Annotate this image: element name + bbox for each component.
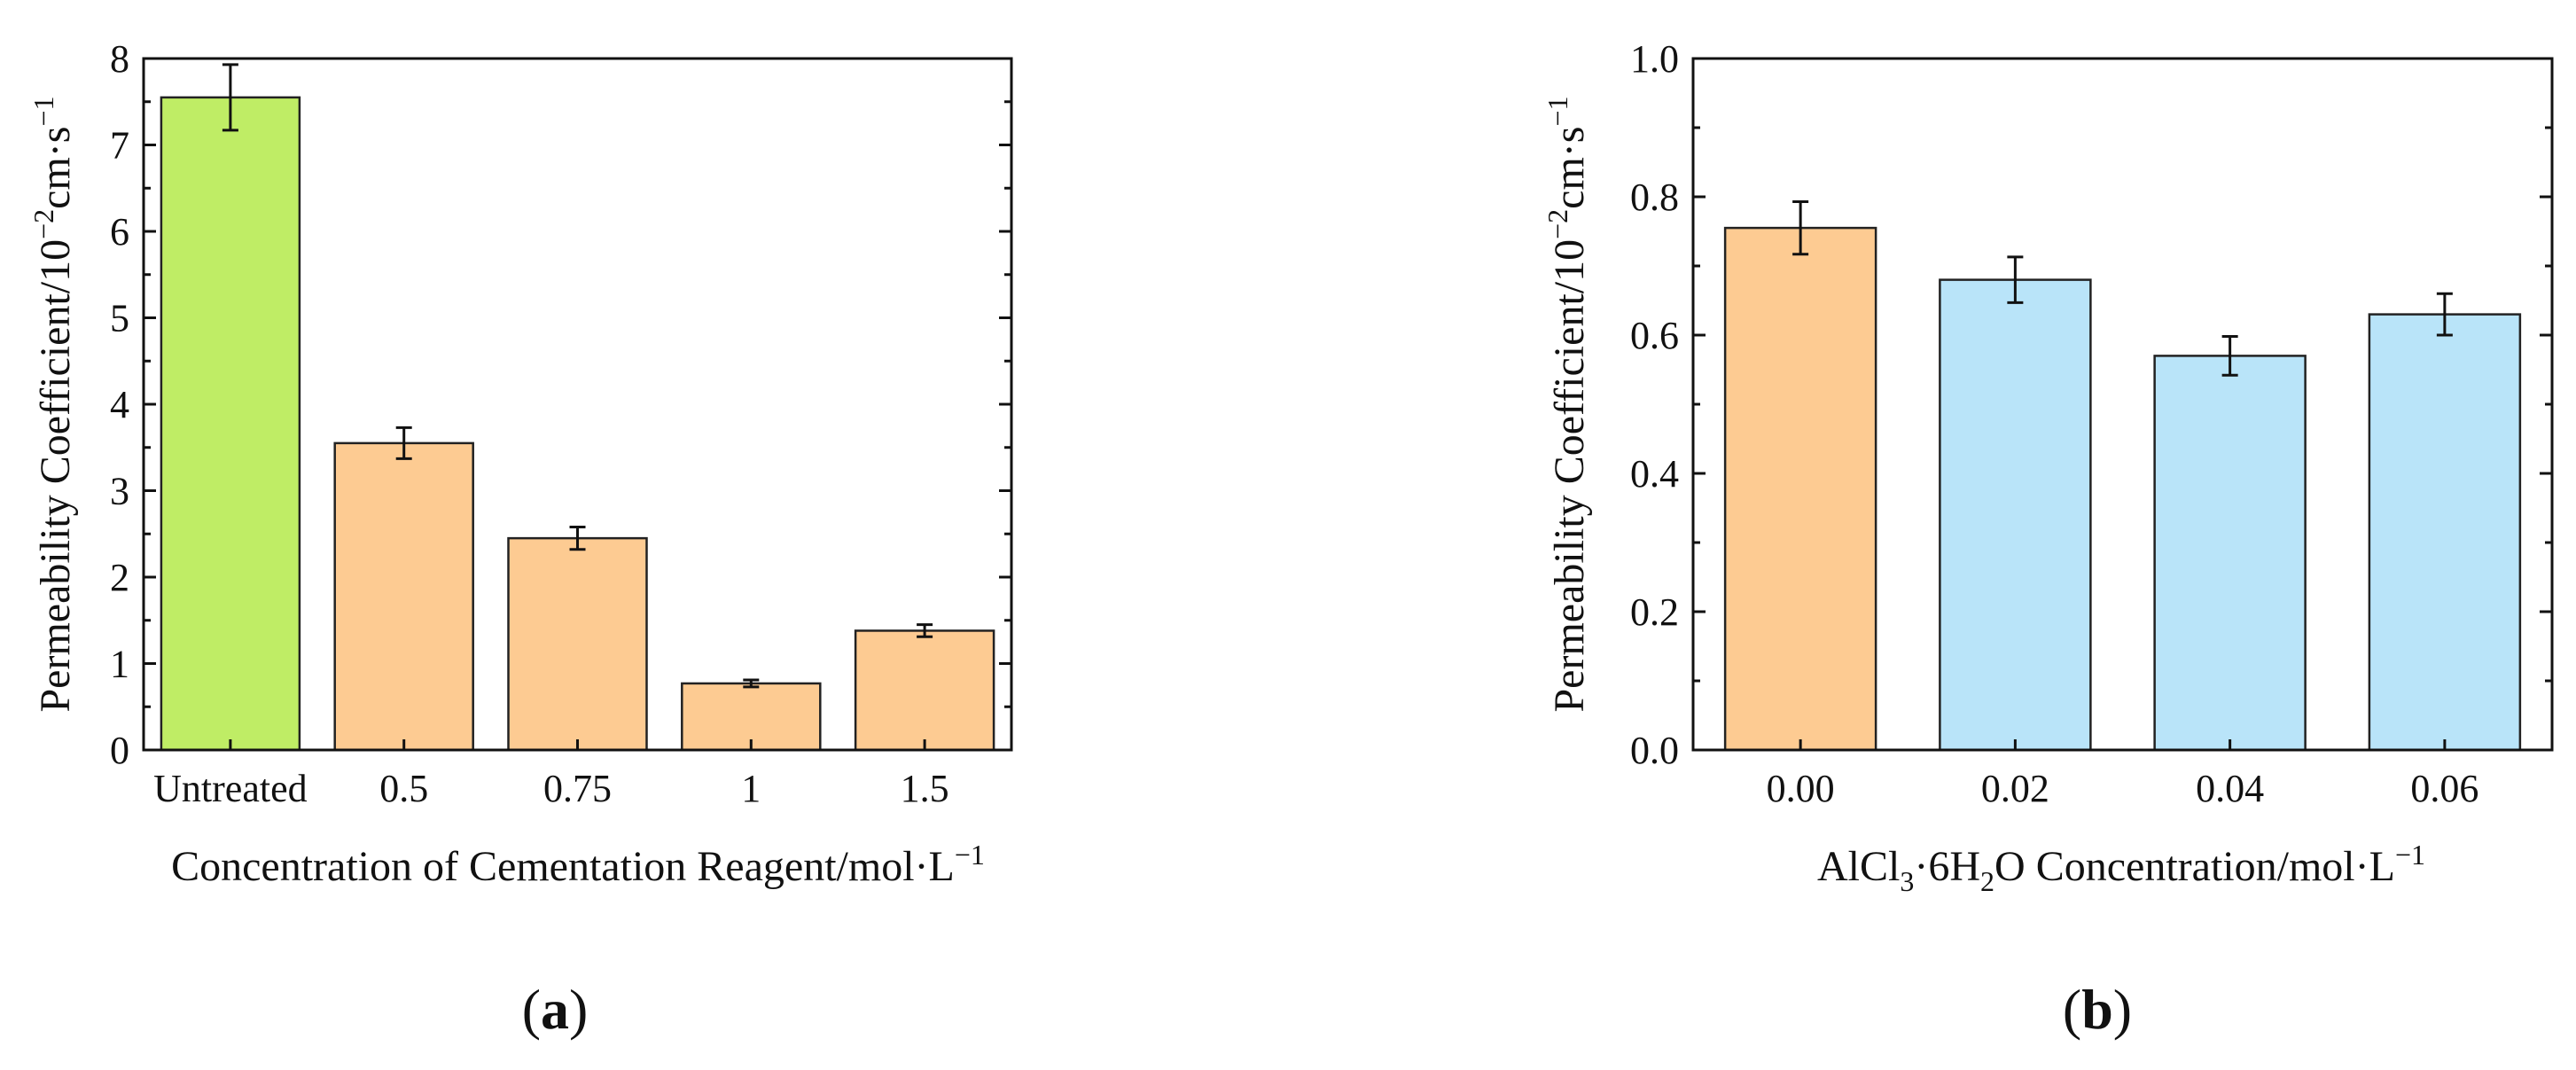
bar-a-2 [507, 536, 648, 752]
bar-b-2 [2153, 355, 2307, 752]
error-bar-a-4 [917, 623, 933, 638]
error-bar-b-0 [1792, 199, 1809, 256]
x-tick-label-a-4: 1.5 [901, 767, 949, 810]
x-tick-label-a-0: Untreated [153, 767, 307, 810]
y-axis-title-b: Permeability Coefficient/10−2cm·s−1 [1542, 96, 1593, 712]
x-tick-label-a-3: 1 [741, 767, 761, 810]
y-tick-label-b-5: 1.0 [1630, 37, 1679, 81]
x-axis-title-a: Concentration of Cementation Reagent/mol… [171, 839, 985, 890]
x-tick-label-b-3: 0.06 [2410, 767, 2478, 810]
bar-a-1 [333, 441, 474, 752]
chart-b: 0.00 0.02 0.04 0.06 0.0 0.2 0.4 0.6 0.8 1.0 Perme… [1542, 37, 2554, 1041]
plot-frame-b [1691, 57, 2554, 752]
error-bar-b-3 [2436, 292, 2453, 337]
x-tick-label-b-1: 0.02 [1981, 767, 2049, 810]
x-tick-label-a-1: 0.5 [379, 767, 428, 810]
error-bar-a-1 [395, 426, 412, 460]
bar-a-4 [854, 629, 995, 752]
y-tick-label-a-8: 8 [110, 37, 129, 81]
chart-a: Untreated 0.5 0.75 1 1.5 0 1 2 3 4 5 6 7 8 Permeabili… [27, 37, 1013, 1041]
x-tick-label-a-2: 0.75 [543, 767, 612, 810]
y-tick-label-a-6: 6 [110, 210, 129, 254]
error-bar-a-0 [222, 63, 238, 132]
error-bar-b-1 [2007, 255, 2024, 304]
y-tick-label-b-4: 0.8 [1630, 176, 1679, 219]
x-tick-label-b-0: 0.00 [1767, 767, 1835, 810]
error-bar-a-2 [569, 525, 586, 551]
bars-b [1723, 199, 2522, 752]
ticks-b: 0.00 0.02 0.04 0.06 0.0 0.2 0.4 0.6 0.8 1.0 [1630, 37, 2552, 810]
bar-a-0 [160, 96, 301, 752]
y-tick-label-b-1: 0.2 [1630, 590, 1679, 634]
y-axis-title-a: Permeability Coefficient/10−2cm·s−1 [27, 96, 79, 712]
bar-b-0 [1723, 226, 1877, 752]
bars-a [160, 63, 995, 752]
panel-label-a: (a) [522, 978, 589, 1041]
y-tick-label-a-3: 3 [110, 470, 129, 513]
error-bar-a-3 [743, 678, 760, 689]
y-tick-label-a-2: 2 [110, 556, 129, 599]
y-tick-label-b-2: 0.4 [1630, 452, 1679, 496]
plot-frame-a [142, 57, 1013, 752]
ticks-a: Untreated 0.5 0.75 1 1.5 0 1 2 3 4 5 6 7 8 [110, 37, 1011, 810]
y-tick-label-a-5: 5 [110, 297, 129, 340]
y-tick-label-a-4: 4 [110, 383, 129, 426]
error-bar-b-2 [2221, 335, 2238, 377]
y-tick-label-b-0: 0.0 [1630, 729, 1679, 772]
y-tick-label-a-1: 1 [110, 643, 129, 686]
y-tick-label-a-0: 0 [110, 729, 129, 772]
y-tick-label-b-3: 0.6 [1630, 314, 1679, 357]
bar-b-1 [1939, 278, 2092, 752]
x-axis-title-b: AlCl3·6H2O Concentration/mol·L−1 [1817, 839, 2425, 897]
x-tick-label-b-2: 0.04 [2196, 767, 2264, 810]
panel-label-b: (b) [2063, 978, 2132, 1041]
y-tick-label-a-7: 7 [110, 124, 129, 168]
bar-b-3 [2368, 313, 2522, 752]
